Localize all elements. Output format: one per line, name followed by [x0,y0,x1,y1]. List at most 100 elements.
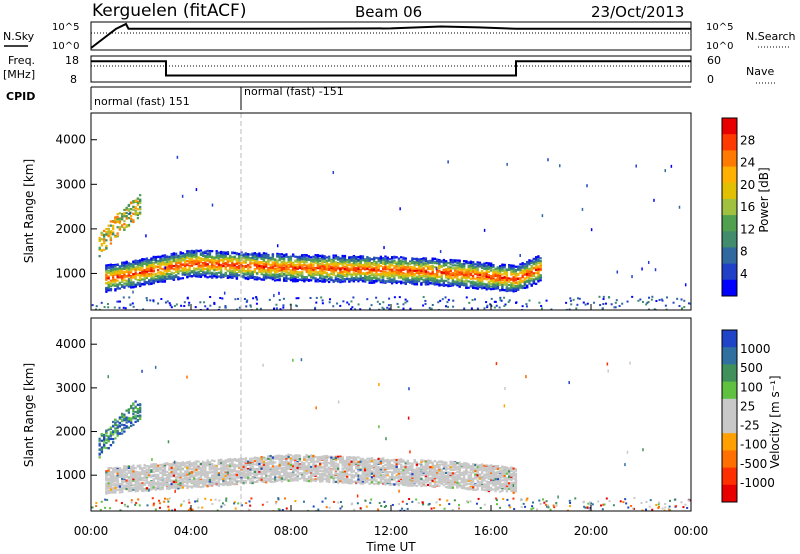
range-cell [391,278,394,281]
range-cell [265,264,268,267]
range-cell [262,273,266,276]
range-cell [559,164,561,168]
colorbar-tick-label: 28 [740,133,755,147]
range-cell [476,273,479,277]
range-cell [422,267,425,270]
range-cell [346,261,349,264]
range-cell [366,259,369,262]
range-cell [485,267,488,270]
range-cell [245,300,248,303]
range-cell [220,274,223,277]
range-cell [382,268,385,271]
range-cell [206,263,209,266]
range-cell [483,274,486,277]
range-cell [130,265,133,268]
range-cell [400,268,403,272]
range-cell [105,473,108,476]
range-cell [460,283,464,286]
range-cell [159,272,162,275]
range-cell [433,275,437,279]
power-ylabel: Slant Range [km] [22,159,36,263]
range-cell [307,266,311,269]
range-cell [388,273,392,276]
range-cell [159,276,162,279]
range-cell [437,301,440,304]
range-cell [427,280,430,283]
range-cell [418,275,421,279]
range-cell [260,257,263,260]
range-cell [112,224,115,227]
range-cell [359,277,362,281]
range-cell [341,262,344,265]
range-cell [519,281,522,285]
range-cell [188,266,191,269]
range-cell [409,269,412,272]
range-cell [303,276,306,279]
range-cell [123,215,126,218]
range-cell [285,279,288,282]
range-cell [337,255,340,259]
range-cell [487,275,491,278]
range-cell [116,263,119,266]
range-cell [537,266,540,269]
range-cell [303,261,306,264]
range-cell [98,453,101,456]
range-cell [276,264,279,267]
range-cell [136,217,140,220]
range-cell [530,284,533,287]
range-cell [382,261,385,264]
range-cell [132,212,135,215]
range-cell [393,280,396,283]
range-cell [141,263,144,266]
range-cell [231,269,234,272]
range-cell [125,269,128,272]
range-cell [206,272,209,275]
range-cell [283,267,286,270]
range-cell [145,265,149,269]
range-cell [170,253,173,256]
range-cell [323,268,326,271]
range-cell [352,280,356,283]
range-cell [256,307,259,310]
range-cell [465,260,468,263]
range-cell [301,257,304,260]
range-cell [220,263,223,267]
range-cell [325,271,329,274]
range-cell [145,257,149,260]
range-cell [521,305,524,308]
range-cell [287,260,290,264]
range-cell [121,285,124,288]
range-cell [109,236,113,239]
range-cell [440,265,443,268]
range-cell [315,296,318,299]
range-cell [204,271,207,274]
range-cell [654,308,657,310]
range-cell [168,264,171,268]
range-cell [211,262,214,265]
range-cell [118,306,121,309]
range-cell [109,431,113,434]
range-cell [125,264,128,268]
range-cell [370,267,374,270]
range-cell [275,303,278,306]
range-cell [388,270,392,273]
range-cell [303,263,306,267]
range-cell [271,265,275,268]
range-cell [427,261,430,264]
range-cell [368,277,371,280]
range-cell [142,308,145,310]
range-cell [319,279,322,283]
range-cell [278,257,281,260]
range-cell [103,440,106,443]
range-cell [438,267,441,270]
range-cell [285,253,288,256]
range-cell [184,258,187,261]
range-cell [195,271,198,274]
range-cell [143,262,146,265]
range-cell [339,259,342,262]
range-cell [251,252,254,256]
range-cell [420,269,423,272]
range-cell [213,259,216,262]
range-cell [357,270,360,274]
range-cell [278,254,281,257]
